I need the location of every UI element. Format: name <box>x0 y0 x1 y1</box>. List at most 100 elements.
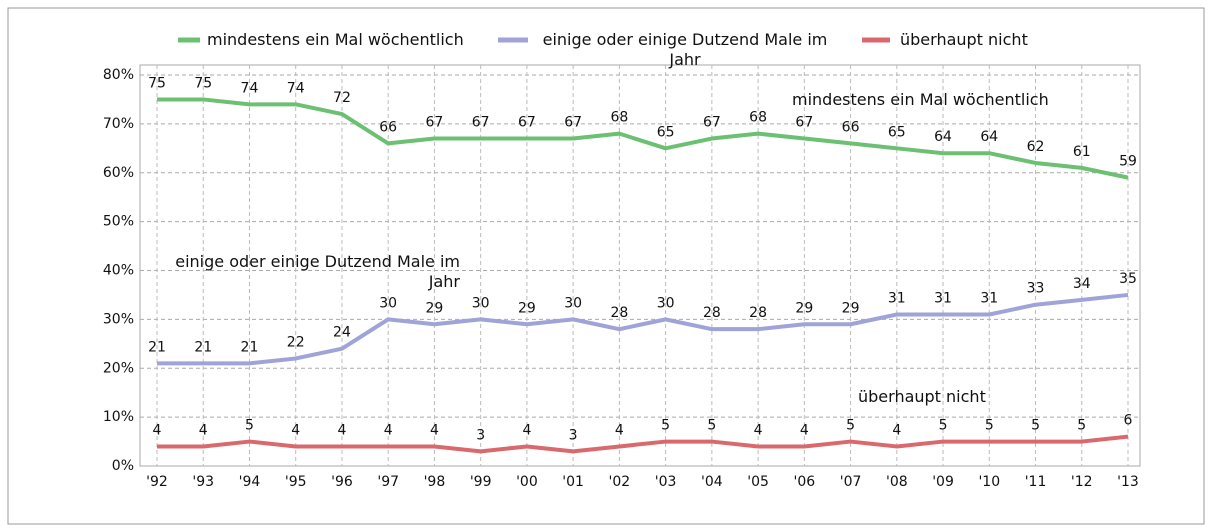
data-label: 29 <box>842 300 860 316</box>
data-label: 4 <box>892 422 901 438</box>
x-tick-label: '98 <box>424 474 446 490</box>
data-label: 4 <box>291 422 300 438</box>
data-label: 30 <box>379 295 397 311</box>
x-tick-label: '95 <box>285 474 307 490</box>
data-label: 31 <box>980 290 998 306</box>
data-label: 34 <box>1073 276 1091 292</box>
data-label: 72 <box>333 90 351 106</box>
data-label: 6 <box>1124 413 1133 429</box>
legend-label: überhaupt nicht <box>900 30 1028 49</box>
x-tick-label: '07 <box>840 474 862 490</box>
series-line <box>157 97 1129 180</box>
data-label: 35 <box>1119 271 1137 287</box>
data-label: 31 <box>888 290 906 306</box>
legend-label: mindestens ein Mal wöchentlich <box>207 30 464 49</box>
data-label: 4 <box>384 422 393 438</box>
data-label: 65 <box>888 124 906 140</box>
x-tick-label: '08 <box>886 474 908 490</box>
x-tick-label: '11 <box>1025 474 1047 490</box>
data-label: 5 <box>939 418 948 434</box>
data-label: 29 <box>795 300 813 316</box>
data-label: 64 <box>980 129 998 145</box>
x-tick-label: '99 <box>470 474 492 490</box>
data-label: 30 <box>657 295 675 311</box>
y-tick-label: 20% <box>103 360 134 376</box>
y-tick-label: 60% <box>103 165 134 181</box>
data-label: 65 <box>657 124 675 140</box>
y-tick-label: 40% <box>103 263 134 279</box>
data-label: 68 <box>610 110 628 126</box>
y-tick-label: 50% <box>103 214 134 230</box>
data-label: 4 <box>754 422 763 438</box>
legend-label: einige oder einige Dutzend Male im Jahr <box>542 30 828 69</box>
series-line <box>157 434 1129 454</box>
annotation: einige oder einige Dutzend Male im Jahr <box>175 252 460 291</box>
data-label: 66 <box>842 119 860 135</box>
data-label: 30 <box>472 295 490 311</box>
data-label: 5 <box>846 418 855 434</box>
data-label: 5 <box>985 418 994 434</box>
data-label: 67 <box>703 115 721 131</box>
data-label: 21 <box>148 339 166 355</box>
y-tick-label: 70% <box>103 116 134 132</box>
data-label: 29 <box>518 300 536 316</box>
data-label: 67 <box>426 115 444 131</box>
data-label: 5 <box>245 418 254 434</box>
data-label: 67 <box>518 115 536 131</box>
data-label: 64 <box>934 129 952 145</box>
annotation: mindestens ein Mal wöchentlich <box>792 90 1049 109</box>
data-label: 61 <box>1073 144 1091 160</box>
x-tick-label: '97 <box>377 474 399 490</box>
data-label: 28 <box>703 305 721 321</box>
data-label: 75 <box>148 75 166 91</box>
data-label: 67 <box>472 115 490 131</box>
annotation: überhaupt nicht <box>858 387 986 406</box>
x-tick-label: '92 <box>146 474 168 490</box>
x-tick-label: '96 <box>331 474 353 490</box>
data-label: 5 <box>1031 418 1040 434</box>
y-tick-label: 80% <box>103 67 134 83</box>
x-tick-label: '06 <box>793 474 815 490</box>
data-label: 4 <box>522 422 531 438</box>
data-label: 29 <box>426 300 444 316</box>
data-label: 59 <box>1119 154 1137 170</box>
x-tick-label: '13 <box>1117 474 1139 490</box>
frame <box>7 7 1205 525</box>
x-tick-label: '00 <box>516 474 538 490</box>
x-tick-label: '01 <box>562 474 584 490</box>
data-label: 5 <box>707 418 716 434</box>
data-label: 28 <box>749 305 767 321</box>
x-tick-label: '02 <box>609 474 631 490</box>
data-label: 4 <box>800 422 809 438</box>
series-line <box>157 292 1129 366</box>
data-label: 22 <box>287 334 305 350</box>
data-label: 62 <box>1027 139 1045 155</box>
x-tick-label: '94 <box>239 474 261 490</box>
data-label: 31 <box>934 290 952 306</box>
data-label: 74 <box>287 80 305 96</box>
data-label: 4 <box>430 422 439 438</box>
data-label: 5 <box>661 418 670 434</box>
data-label: 28 <box>610 305 628 321</box>
data-label: 67 <box>795 115 813 131</box>
x-tick-label: '10 <box>978 474 1000 490</box>
data-label: 4 <box>337 422 346 438</box>
x-tick-label: '09 <box>932 474 954 490</box>
data-label: 4 <box>615 422 624 438</box>
data-label: 33 <box>1027 281 1045 297</box>
data-label: 74 <box>241 80 259 96</box>
data-label: 3 <box>476 427 485 443</box>
x-tick-label: '04 <box>701 474 723 490</box>
data-label: 66 <box>379 119 397 135</box>
data-label: 24 <box>333 325 351 341</box>
y-tick-label: 0% <box>112 458 134 474</box>
data-label: 4 <box>153 422 162 438</box>
data-label: 21 <box>241 339 259 355</box>
data-label: 68 <box>749 110 767 126</box>
data-label: 67 <box>564 115 582 131</box>
data-label: 3 <box>569 427 578 443</box>
x-tick-label: '03 <box>655 474 677 490</box>
x-tick-label: '12 <box>1071 474 1093 490</box>
